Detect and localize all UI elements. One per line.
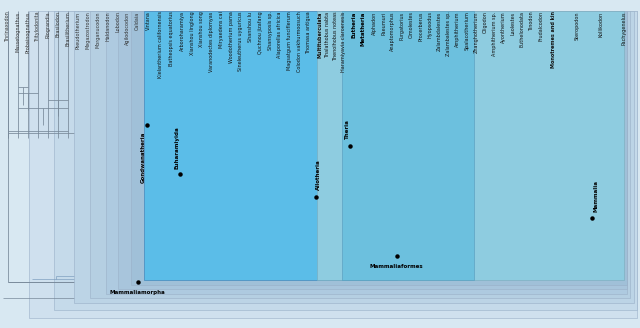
Text: Woodotherium pama: Woodotherium pama bbox=[228, 11, 234, 63]
Text: Pachygenelus: Pachygenelus bbox=[621, 11, 627, 45]
Text: Riograndia: Riograndia bbox=[45, 11, 50, 38]
Text: Xianshou linglong: Xianshou linglong bbox=[189, 11, 195, 55]
Text: Xianshou song: Xianshou song bbox=[200, 11, 204, 47]
Text: Alphadon: Alphadon bbox=[372, 11, 377, 35]
Text: Magsatgum funciflerum: Magsatgum funciflerum bbox=[287, 11, 292, 70]
Text: Thomasa antigua: Thomasa antigua bbox=[306, 11, 311, 54]
Text: Thalathobus nabta: Thalathobus nabta bbox=[325, 11, 330, 58]
Text: Ayontherium: Ayontherium bbox=[501, 11, 506, 43]
Text: Vintana: Vintana bbox=[146, 11, 151, 31]
Bar bbox=[106, 11, 627, 294]
Text: Caldaia: Caldaia bbox=[135, 11, 140, 30]
Text: Zalambalestes sp.: Zalambalestes sp. bbox=[446, 11, 451, 56]
Text: Metatheria: Metatheria bbox=[360, 11, 365, 46]
Text: Gondwanatheria: Gondwanatheria bbox=[141, 131, 146, 183]
Text: Oligodon: Oligodon bbox=[483, 11, 488, 33]
Text: Euharamiyida: Euharamiyida bbox=[175, 126, 180, 169]
Text: Agilodocodon: Agilodocodon bbox=[125, 11, 130, 45]
Text: Brasilodon: Brasilodon bbox=[55, 11, 60, 37]
Text: Allotheria: Allotheria bbox=[316, 159, 321, 190]
Text: Colodon vakhurmoosuch: Colodon vakhurmoosuch bbox=[297, 11, 302, 72]
Text: Hyopsodus: Hyopsodus bbox=[428, 11, 433, 38]
Text: Massetognathus: Massetognathus bbox=[15, 11, 20, 52]
Text: Steropodon: Steropodon bbox=[575, 11, 580, 40]
Text: Anaptomorphus: Anaptomorphus bbox=[390, 11, 396, 51]
Text: Pseudotherium: Pseudotherium bbox=[75, 11, 80, 49]
Text: Haldanodon: Haldanodon bbox=[105, 11, 110, 41]
Text: Cimolestes: Cimolestes bbox=[409, 11, 414, 38]
Text: Procerberus: Procerberus bbox=[418, 11, 423, 41]
Text: Shansyposis sp.: Shansyposis sp. bbox=[268, 11, 273, 51]
Text: Haramiyavia claroenesis: Haramiyavia claroenesis bbox=[340, 11, 346, 72]
Text: Eutheria: Eutheria bbox=[351, 11, 356, 38]
Text: Morganucodon: Morganucodon bbox=[95, 11, 100, 48]
Text: Miryaedens cai: Miryaedens cai bbox=[219, 11, 224, 48]
Text: Kollikodon: Kollikodon bbox=[598, 11, 603, 37]
Bar bbox=[118, 11, 627, 289]
Text: Multituberculata: Multituberculata bbox=[317, 11, 323, 58]
Text: Quchnou jizafang: Quchnou jizafang bbox=[258, 11, 263, 54]
Text: Mammaliaformes: Mammaliaformes bbox=[370, 264, 424, 269]
Bar bbox=[131, 11, 627, 285]
Text: Arboroharamiya: Arboroharamiya bbox=[180, 11, 185, 51]
Text: Euthelonodata: Euthelonodata bbox=[520, 11, 525, 48]
Text: Purgatorius: Purgatorius bbox=[399, 11, 404, 40]
Text: Brasilitherium: Brasilitherium bbox=[65, 11, 70, 46]
Bar bbox=[74, 11, 634, 303]
Text: Mammalia: Mammalia bbox=[593, 179, 598, 212]
Text: Zalambdalestes: Zalambdalestes bbox=[436, 11, 442, 51]
Text: Megazostrodon: Megazostrodon bbox=[85, 11, 90, 49]
Text: Shanshou lu: Shanshou lu bbox=[248, 11, 253, 42]
Text: Zhanghotherium: Zhanghotherium bbox=[474, 11, 479, 53]
Text: Laolestes: Laolestes bbox=[511, 11, 516, 35]
Text: Lobodon: Lobodon bbox=[115, 11, 120, 32]
Bar bbox=[144, 11, 397, 280]
Text: Varanodectes diplomyas: Varanodectes diplomyas bbox=[209, 11, 214, 72]
Text: Paeumuri: Paeumuri bbox=[381, 11, 386, 35]
Text: Tinodon: Tinodon bbox=[529, 11, 534, 31]
Bar bbox=[90, 11, 630, 298]
Text: Probainognathus: Probainognathus bbox=[25, 11, 30, 53]
Text: Theria: Theria bbox=[345, 119, 350, 139]
Text: Frudalcodon: Frudalcodon bbox=[538, 11, 543, 41]
Text: Mammaliamorpha: Mammaliamorpha bbox=[109, 290, 166, 295]
Text: Thenolhobus noteas: Thenolhobus noteas bbox=[333, 11, 338, 61]
Text: Amphitherium sp.: Amphitherium sp. bbox=[492, 11, 497, 56]
Text: Batheopsis equatorius: Batheopsis equatorius bbox=[169, 11, 174, 66]
Text: Thrinaxodon: Thrinaxodon bbox=[5, 11, 10, 42]
Text: Kielantherium californensis: Kielantherium californensis bbox=[157, 11, 163, 78]
Text: Alaporellas africica: Alaporellas africica bbox=[278, 11, 282, 58]
Bar bbox=[317, 11, 624, 280]
Text: Spalacotherium: Spalacotherium bbox=[465, 11, 469, 51]
Text: Amphitherium: Amphitherium bbox=[455, 11, 460, 47]
Text: Tritylodonita: Tritylodonita bbox=[35, 11, 40, 42]
Text: Sineleutherus uyguricus: Sineleutherus uyguricus bbox=[239, 11, 243, 71]
Bar bbox=[342, 11, 474, 280]
Text: Monotremes and kin: Monotremes and kin bbox=[551, 11, 556, 69]
